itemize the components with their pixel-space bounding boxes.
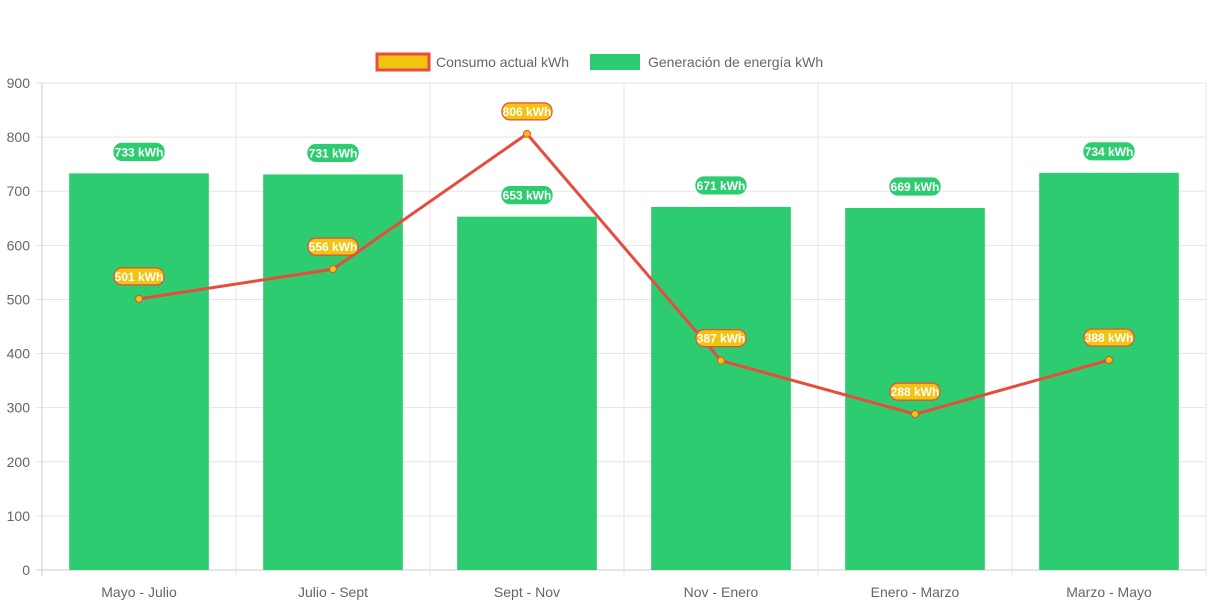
bar-data-label-bg — [501, 186, 553, 205]
x-tick-label: Enero - Marzo — [871, 584, 960, 600]
legend-swatch-consumo — [375, 52, 431, 72]
y-tick-label: 800 — [7, 129, 31, 145]
line-data-label-bg — [307, 237, 359, 256]
x-tick-label: Marzo - Mayo — [1066, 584, 1152, 600]
bar-data-label-bg — [113, 142, 165, 161]
line-data-label: 501 kWh — [115, 270, 164, 284]
line-point — [523, 129, 531, 138]
legend-swatch-generacion — [590, 54, 640, 70]
line-data-label-bg — [1083, 328, 1135, 347]
y-tick-label: 500 — [7, 291, 31, 307]
bar — [69, 173, 209, 571]
y-tick-label: 400 — [7, 346, 31, 362]
x-tick-label: Sept - Nov — [494, 584, 560, 600]
line-point — [1105, 356, 1113, 365]
bar-data-label: 734 kWh — [1085, 145, 1134, 159]
bar-data-label-bg — [1083, 142, 1135, 161]
x-tick-label: Nov - Enero — [684, 584, 759, 600]
bar — [1039, 172, 1179, 570]
bar-data-label: 733 kWh — [115, 145, 164, 159]
y-tick-label: 0 — [22, 562, 30, 578]
line-data-label-bg — [501, 102, 553, 121]
legend-label-consumo: Consumo actual kWh — [436, 54, 569, 70]
bar-data-label: 671 kWh — [697, 179, 746, 193]
bar-data-label: 731 kWh — [309, 146, 358, 160]
y-tick-label: 600 — [7, 237, 31, 253]
line-data-label: 288 kWh — [891, 385, 940, 399]
line-point — [717, 356, 725, 365]
line-point — [135, 294, 143, 303]
bar-data-label-bg — [695, 176, 747, 195]
line-data-label: 387 kWh — [697, 332, 746, 346]
line-data-label-bg — [113, 267, 165, 286]
bar-data-label: 669 kWh — [891, 180, 940, 194]
bar — [651, 206, 791, 571]
y-tick-label: 700 — [7, 183, 31, 199]
consumption-line — [138, 131, 1110, 416]
bar-data-label-bg — [307, 143, 359, 163]
x-tick-label: Mayo - Julio — [101, 584, 177, 600]
bar — [457, 216, 597, 570]
line-data-label-bg — [695, 328, 747, 348]
line-data-label: 806 kWh — [503, 105, 552, 119]
line-point — [911, 410, 919, 419]
legend-label-generacion: Generación de energía kWh — [648, 54, 823, 70]
line-data-label: 556 kWh — [309, 240, 358, 254]
y-tick-label: 200 — [7, 454, 31, 470]
y-tick-label: 100 — [7, 508, 31, 524]
y-tick-label: 300 — [7, 400, 31, 416]
line-point — [329, 265, 337, 274]
y-tick-label: 900 — [7, 75, 31, 91]
x-tick-label: Julio - Sept — [298, 584, 368, 600]
bar-data-label: 653 kWh — [503, 189, 552, 203]
line-data-label-bg — [889, 382, 941, 401]
line-data-label: 388 kWh — [1085, 331, 1134, 345]
bar-data-label-bg — [889, 177, 941, 196]
